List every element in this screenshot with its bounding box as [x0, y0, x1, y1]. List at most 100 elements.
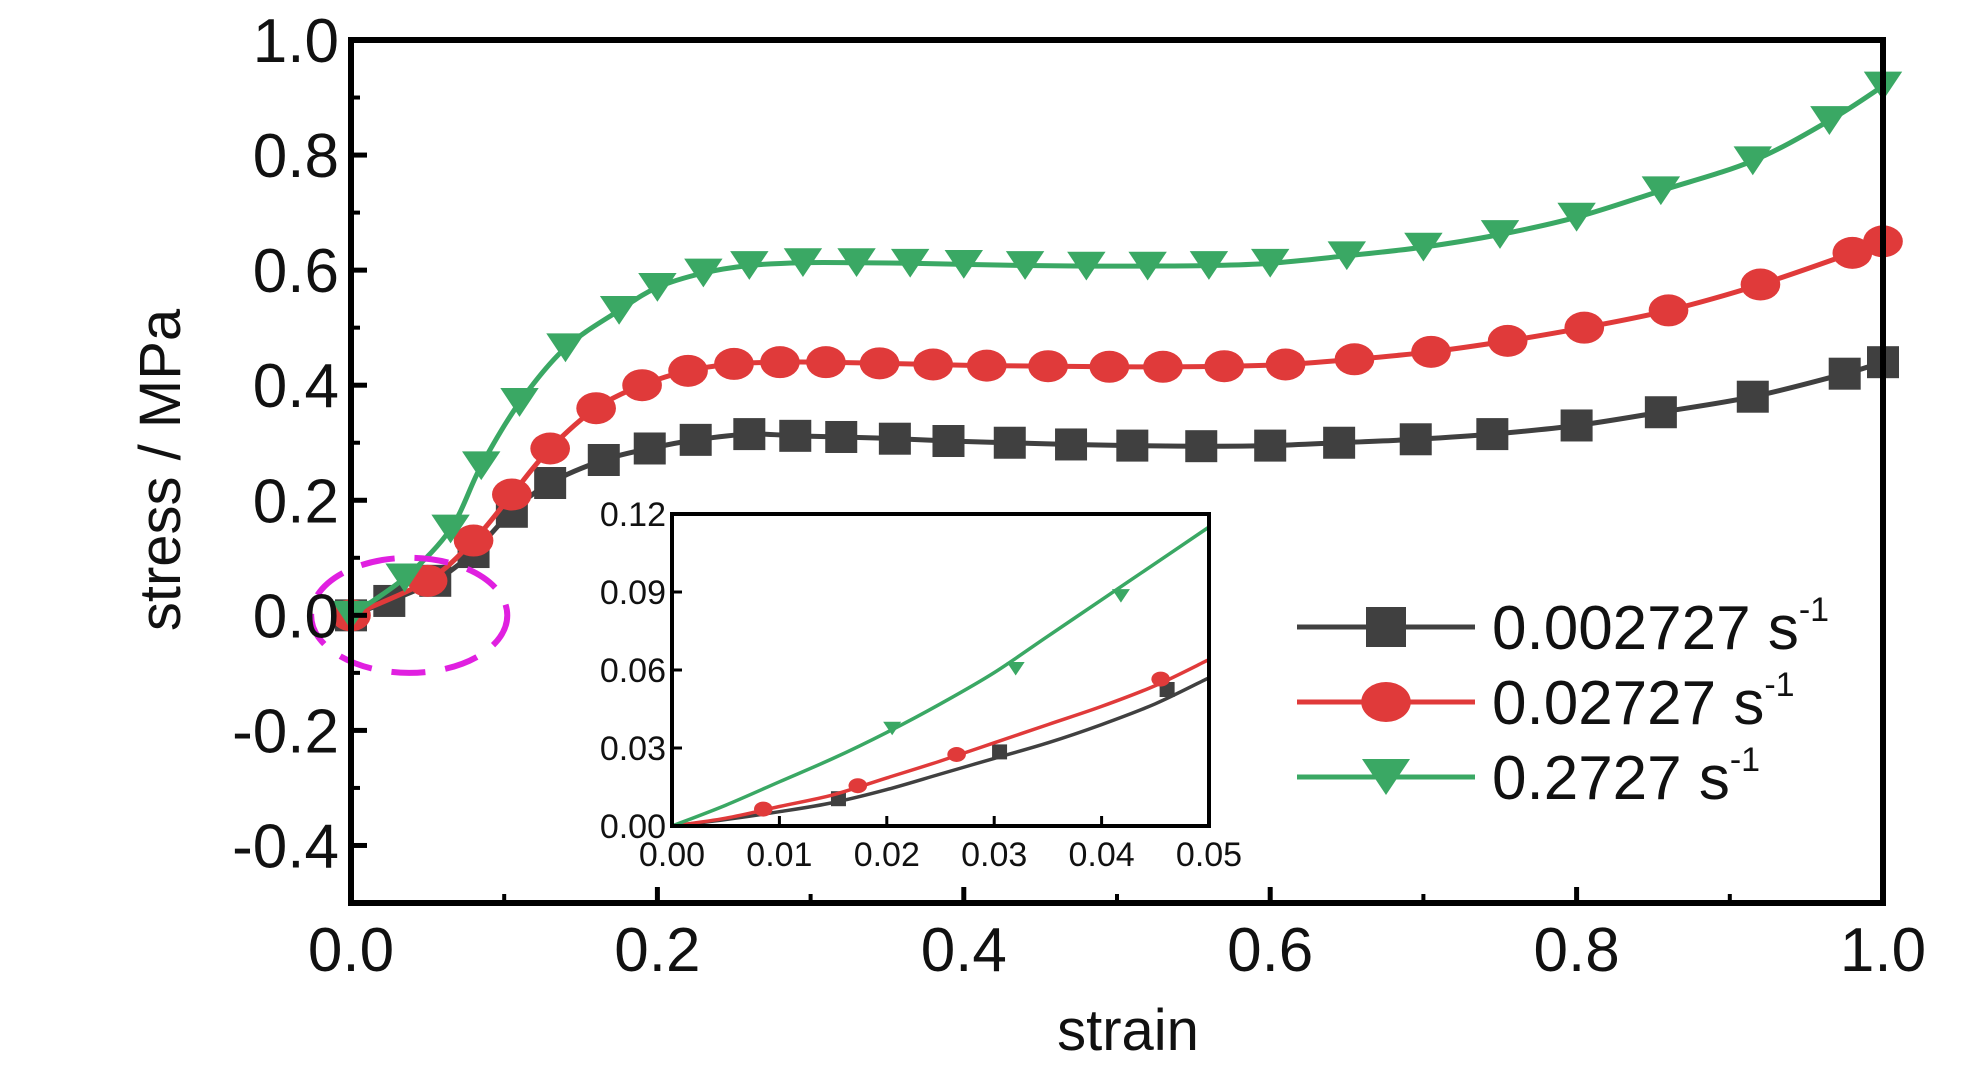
y-tick-label-0-8: 0.8: [253, 122, 339, 191]
x-tick-label-0-6: 0.6: [1227, 916, 1313, 985]
data-point-0-02727-s-23: [1648, 294, 1689, 327]
legend-label-0-02727-s: 0.02727 s-1: [1492, 666, 1795, 738]
data-point-0-02727-s-16: [1143, 350, 1183, 383]
x-tick-label-0-8: 0.8: [1533, 916, 1619, 985]
data-point-0-02727-s-6: [622, 369, 662, 402]
y-tick-label-0-2: -0.2: [232, 697, 339, 766]
data-point-0-02727-s-12: [913, 348, 953, 381]
inset-x-tick-label-0-05: 0.05: [1176, 836, 1242, 874]
data-point-0-2727-s-22: [1557, 202, 1596, 232]
inset-data-point-1-0: [753, 801, 773, 817]
data-point-0-2727-s-1: [385, 563, 424, 593]
data-point-0-2727-s-12: [890, 248, 930, 278]
data-point-0-2727-s-15: [1067, 251, 1106, 281]
data-point-0-02727-s-14: [1028, 350, 1068, 383]
data-point-0-002727-s-18: [1254, 429, 1287, 462]
y-tick-label-0-2: 0.2: [253, 467, 339, 536]
data-point-0-002727-s-12: [878, 422, 911, 455]
inset-x-tick-label-0-02: 0.02: [854, 836, 920, 874]
data-point-0-2727-s-6: [599, 296, 639, 325]
data-point-0-02727-s-2: [453, 524, 494, 557]
data-point-0-02727-s-19: [1334, 343, 1375, 376]
data-point-0-2727-s-25: [1810, 106, 1849, 135]
data-point-0-002727-s-19: [1323, 426, 1356, 459]
data-point-0-002727-s-7: [633, 432, 666, 465]
annotation-group: [308, 554, 511, 676]
main-series-group: [331, 71, 1903, 632]
data-point-0-2727-s-17: [1189, 251, 1229, 280]
legend-marker-0-02727-s: [1361, 682, 1411, 722]
data-point-0-2727-s-21: [1480, 220, 1520, 249]
data-point-0-2727-s-10: [783, 248, 823, 278]
data-point-0-002727-s-8: [679, 423, 712, 456]
inset-y-tick-label-0-00: 0.00: [600, 808, 666, 846]
y-tick-label-1-0: 1.0: [253, 7, 339, 76]
data-point-0-02727-s-5: [576, 392, 616, 425]
inset-y-tick-label-0-12: 0.12: [600, 496, 666, 534]
data-point-0-2727-s-8: [684, 258, 723, 288]
data-point-0-002727-s-22: [1560, 409, 1593, 442]
data-point-0-02727-s-10: [806, 346, 846, 379]
legend-label-superscript-0-02727-s: -1: [1764, 666, 1794, 704]
legend: 0.002727 s-10.02727 s-10.2727 s-1: [1297, 591, 1829, 813]
main-axes-group: 0.0 0.2 0.4 0.6 0.8 1.0 -0.4 -0.2 0.0 0.2 0.4 0.6 0.…: [232, 7, 1926, 985]
data-point-0-2727-s-16: [1128, 251, 1167, 281]
inset-data-point-2-0: [883, 721, 902, 736]
legend-marker-0-2727-s: [1362, 759, 1410, 795]
data-point-0-002727-s-14: [993, 426, 1026, 459]
data-point-0-002727-s-15: [1055, 428, 1088, 461]
data-point-0-002727-s-20: [1399, 423, 1432, 456]
data-point-0-2727-s-19: [1327, 241, 1366, 271]
inset-y-tick-label-0-03: 0.03: [600, 730, 666, 768]
inset-x-tick-label-0-04: 0.04: [1069, 836, 1135, 874]
data-point-0-2727-s-13: [944, 249, 983, 279]
data-point-0-002727-s-11: [825, 420, 858, 453]
y-tick-label-0-6: 0.6: [253, 237, 339, 306]
inset-data-point-1-1: [848, 778, 868, 794]
inset-data-point-2-2: [1111, 589, 1130, 603]
legend-label-superscript-0-002727-s: -1: [1799, 591, 1829, 629]
legend-marker-0-002727-s: [1366, 607, 1406, 647]
data-point-0-2727-s-20: [1404, 232, 1443, 262]
data-point-0-002727-s-10: [779, 419, 812, 452]
data-point-0-002727-s-21: [1476, 418, 1509, 451]
data-point-0-02727-s-9: [760, 346, 800, 379]
legend-label-0-2727-s: 0.2727 s-1: [1492, 741, 1760, 813]
data-point-0-002727-s-23: [1644, 396, 1677, 429]
y-axis-label: stress / MPa: [128, 308, 193, 631]
data-point-0-2727-s-5: [546, 333, 585, 363]
data-point-0-2727-s-18: [1251, 248, 1290, 278]
data-point-0-02727-s-22: [1564, 311, 1605, 344]
x-axis-label: strain: [1057, 998, 1199, 1063]
data-point-0-2727-s-14: [1005, 251, 1045, 280]
data-point-0-2727-s-11: [837, 248, 876, 278]
data-point-0-2727-s-7: [638, 272, 677, 302]
inset-y-tick-label-0-09: 0.09: [600, 574, 666, 612]
legend-label-superscript-0-2727-s: -1: [1730, 741, 1760, 779]
data-point-0-02727-s-25: [1832, 236, 1873, 269]
inset-x-tick-label-0-01: 0.01: [746, 836, 812, 874]
data-point-0-02727-s-3: [492, 478, 532, 511]
data-point-0-2727-s-2: [431, 514, 470, 544]
inset-series-line-2: [671, 525, 1210, 828]
legend-label-0-002727-s: 0.002727 s-1: [1492, 591, 1829, 663]
inset-data-point-2-1: [1006, 661, 1025, 676]
data-point-0-02727-s-15: [1089, 350, 1130, 383]
y-tick-label-0-4: 0.4: [253, 352, 339, 421]
data-point-0-2727-s-24: [1733, 146, 1772, 176]
inset-y-tick-label-0-06: 0.06: [600, 652, 666, 690]
y-tick-label-0-0: 0.0: [253, 582, 339, 651]
data-point-0-02727-s-17: [1204, 350, 1245, 383]
data-point-0-02727-s-13: [966, 349, 1007, 382]
data-point-0-002727-s-13: [932, 425, 965, 458]
data-point-0-2727-s-3: [462, 451, 501, 481]
highlight-ellipse: [308, 554, 511, 676]
data-point-0-02727-s-7: [668, 354, 708, 387]
inset-chart: 0.00 0.01 0.02 0.03 0.04 0.05 0.00 0.03 0.06 0.09…: [600, 496, 1242, 874]
data-point-0-002727-s-17: [1185, 430, 1218, 463]
data-point-0-02727-s-4: [530, 432, 570, 465]
y-tick-label-0-4: -0.4: [232, 812, 339, 881]
inset-x-tick-label-0-00: 0.00: [639, 836, 705, 874]
data-point-0-2727-s-9: [730, 251, 769, 280]
